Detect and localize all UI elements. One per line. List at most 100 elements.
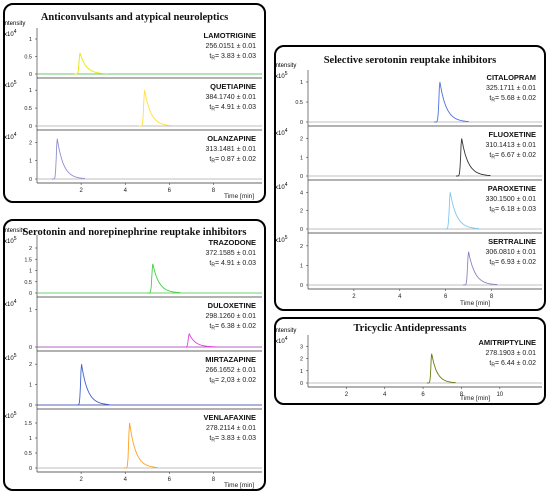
rt-value: = 6.18 ± 0.03 bbox=[495, 206, 536, 213]
mz-value: 278.1903 ± 0.01 bbox=[485, 350, 536, 357]
retention-time: tR= 4.91 ± 0.03 bbox=[209, 104, 256, 113]
group-title: Selective serotonin reuptake inhibitors bbox=[323, 55, 497, 66]
x-tick-label: 4 bbox=[383, 392, 387, 398]
y-tick-label: 0 bbox=[300, 283, 303, 289]
x-tick-label: 2 bbox=[79, 477, 83, 483]
x-tick-label: 6 bbox=[421, 392, 425, 398]
rt-symbol: t bbox=[489, 360, 491, 367]
x-tick-label: 8 bbox=[212, 188, 216, 194]
mz-value: 256.0151 ± 0.01 bbox=[205, 43, 256, 50]
y-tick-label: 0.5 bbox=[24, 451, 32, 457]
x-tick-label: 4 bbox=[124, 188, 128, 194]
retention-time: tR= 6.67 ± 0.02 bbox=[489, 152, 536, 161]
rt-subscript: R bbox=[211, 438, 215, 444]
scale-exponent: 5 bbox=[285, 235, 288, 241]
retention-time: tR= 6.18 ± 0.03 bbox=[489, 206, 536, 215]
time-axis-label: Time [min] bbox=[460, 300, 490, 307]
rt-value: = 5.68 ± 0.02 bbox=[495, 95, 536, 102]
rt-value: = 4.91 ± 0.03 bbox=[215, 104, 256, 111]
rt-subscript: R bbox=[211, 56, 215, 62]
retention-time: tR= 3.83 ± 0.03 bbox=[209, 53, 256, 62]
x-tick-label: 10 bbox=[496, 392, 503, 398]
x-tick-label: 6 bbox=[444, 294, 448, 300]
scale-label: x105 bbox=[4, 353, 17, 362]
mz-value: 384.1740 ± 0.01 bbox=[205, 94, 256, 101]
y-tick-label: 4 bbox=[300, 190, 303, 196]
retention-time: tR= 4.91 ± 0.03 bbox=[209, 260, 256, 269]
x-tick-label: 2 bbox=[79, 188, 83, 194]
time-axis-label: Time [min] bbox=[224, 193, 254, 200]
y-tick-label: 1 bbox=[29, 159, 32, 165]
rt-subscript: R bbox=[491, 262, 495, 268]
rt-value: = 6.38 ± 0.02 bbox=[215, 323, 256, 330]
group-ssri: Selective serotonin reuptake inhibitors bbox=[274, 45, 546, 311]
rt-symbol: t bbox=[489, 95, 491, 102]
y-tick-label: 2 bbox=[300, 137, 303, 143]
group-snri: Serotonin and norepinephrine reuptake in… bbox=[3, 219, 266, 491]
x-tick-label: 4 bbox=[398, 294, 402, 300]
rt-subscript: R bbox=[491, 363, 495, 369]
rt-subscript: R bbox=[211, 380, 215, 386]
mz-value: 372.1585 ± 0.01 bbox=[205, 250, 256, 257]
peak-trace bbox=[139, 90, 173, 127]
retention-time: tR= 6.38 ± 0.02 bbox=[209, 323, 256, 332]
y-tick-label: 0.5 bbox=[24, 55, 32, 61]
mz-value: 306.0810 ± 0.01 bbox=[485, 249, 536, 256]
scale-exponent: 4 bbox=[285, 128, 288, 134]
y-tick-label: 0.5 bbox=[24, 106, 32, 112]
y-tick-label: 1 bbox=[29, 269, 32, 275]
scale-label: x105 bbox=[4, 80, 17, 89]
y-tick-label: 2 bbox=[29, 140, 32, 146]
group-tca: Tricyclic Antidepressants bbox=[274, 317, 546, 405]
retention-time: tR= 3.83 ± 0.03 bbox=[209, 435, 256, 444]
peak-trace bbox=[147, 263, 181, 294]
y-tick-label: 0.5 bbox=[295, 100, 303, 106]
y-tick-label: 1.5 bbox=[24, 257, 32, 263]
rt-symbol: t bbox=[209, 377, 211, 384]
intensity-label: Intensity bbox=[274, 328, 296, 334]
rt-symbol: t bbox=[209, 435, 211, 442]
scale-label: x105 bbox=[275, 235, 288, 244]
compound-name: MIRTAZAPINE bbox=[205, 355, 256, 364]
peak-trace bbox=[434, 81, 469, 123]
rt-value: = 6.44 ± 0.02 bbox=[495, 360, 536, 367]
rt-symbol: t bbox=[489, 259, 491, 266]
retention-time: tR= 2,03 ± 0.02 bbox=[209, 377, 256, 386]
rt-subscript: R bbox=[491, 209, 495, 215]
peak-trace bbox=[462, 251, 498, 286]
compound-name: OLANZAPINE bbox=[207, 134, 256, 143]
scale-label: x104 bbox=[4, 29, 17, 38]
rt-subscript: R bbox=[491, 98, 495, 104]
retention-time: tR= 6.44 ± 0.02 bbox=[489, 360, 536, 369]
scale-exponent: 5 bbox=[14, 236, 17, 242]
scale-exponent: 5 bbox=[285, 71, 288, 77]
mz-value: 325.1711 ± 0.01 bbox=[486, 85, 536, 92]
y-tick-label: 2 bbox=[29, 362, 32, 368]
y-tick-label: 1 bbox=[29, 383, 32, 389]
scale-exponent: 5 bbox=[14, 80, 17, 86]
peak-trace bbox=[183, 332, 217, 348]
peak-trace bbox=[444, 192, 479, 230]
group-anticonvulsants: Anticonvulsants and atypical neuroleptic… bbox=[3, 3, 266, 203]
y-tick-label: 1 bbox=[300, 369, 303, 375]
retention-time: tR= 6.93 ± 0.02 bbox=[489, 259, 536, 268]
y-tick-label: 1 bbox=[29, 88, 32, 94]
x-tick-label: 8 bbox=[460, 392, 464, 398]
scale-label: x104 bbox=[275, 336, 288, 345]
y-tick-label: 1 bbox=[29, 436, 32, 442]
y-tick-label: 1 bbox=[300, 263, 303, 269]
scale-exponent: 4 bbox=[285, 336, 288, 342]
rt-value: = 3.83 ± 0.03 bbox=[215, 435, 256, 442]
scale-exponent: 5 bbox=[14, 411, 17, 417]
compound-name: CITALOPRAM bbox=[487, 73, 536, 82]
rt-subscript: R bbox=[211, 159, 215, 165]
y-tick-label: 0 bbox=[29, 291, 32, 297]
scale-label: x104 bbox=[275, 182, 288, 191]
y-tick-label: 2 bbox=[300, 357, 303, 363]
peak-trace bbox=[51, 138, 85, 180]
compound-name: QUETIAPINE bbox=[210, 82, 256, 91]
scale-label: x105 bbox=[4, 411, 17, 420]
x-tick-label: 2 bbox=[345, 392, 349, 398]
y-tick-label: 0 bbox=[29, 403, 32, 409]
